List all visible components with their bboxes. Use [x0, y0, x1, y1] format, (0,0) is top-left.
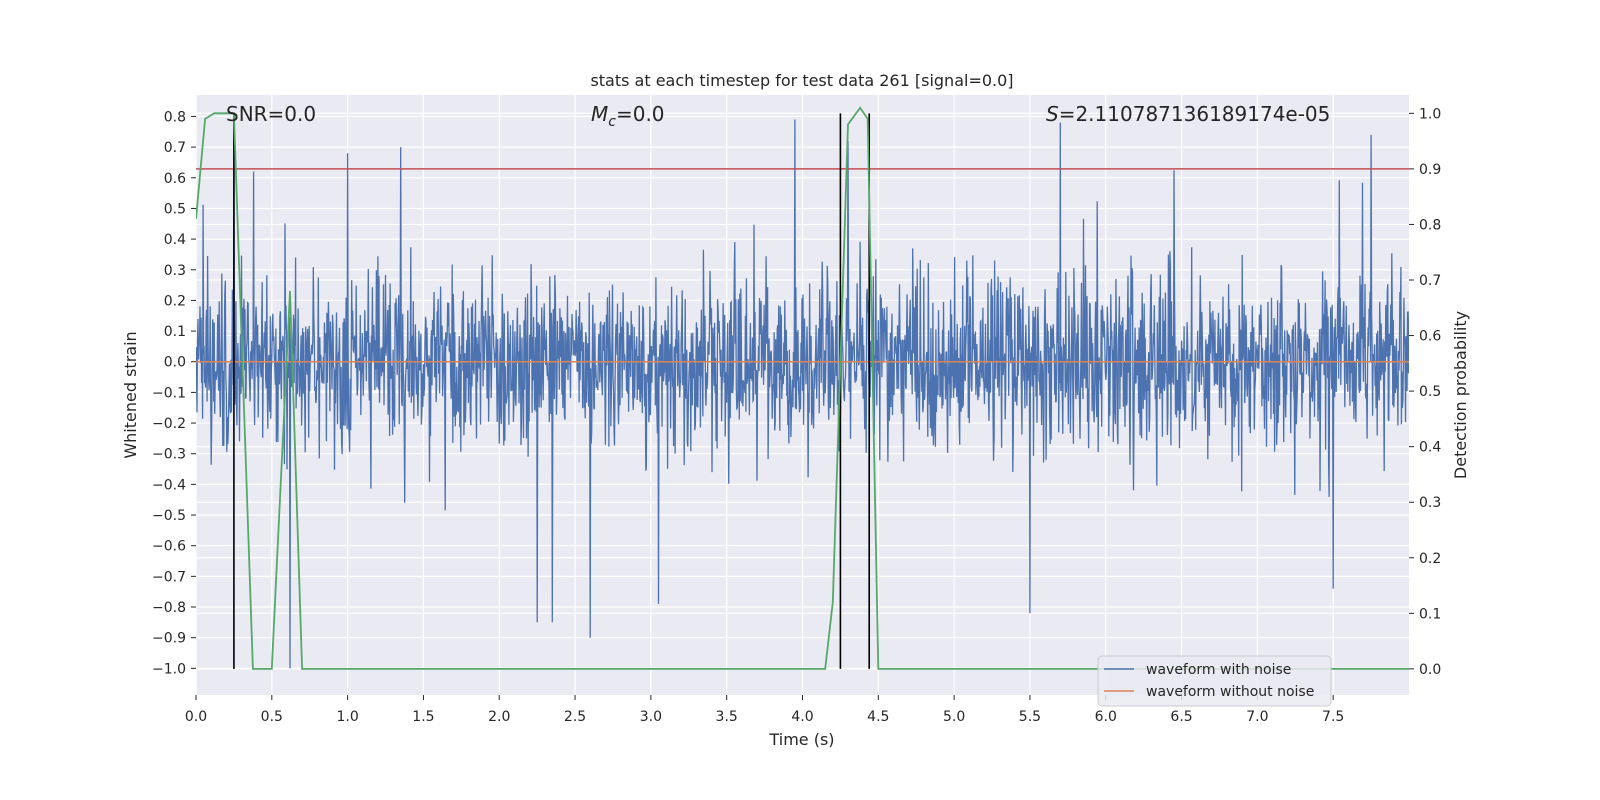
y2-tick-label: 0.3 [1419, 495, 1441, 511]
y-tick-label: −0.8 [152, 600, 186, 616]
snr-annotation: SNR=0.0 [226, 102, 316, 126]
y-tick-label: −0.6 [152, 539, 186, 555]
plot-series [196, 106, 1409, 670]
y2-tick-label: 0.6 [1419, 329, 1441, 345]
x-tick-label: 2.0 [488, 709, 510, 725]
x-tick-label: 7.5 [1322, 709, 1344, 725]
y-tick-label: −0.1 [152, 385, 186, 401]
axes: 0.0 0.5 1.0 1.5 2.0 2.5 3.0 3.5 4.0 4.5 5.0 5.5 6.0 6… [152, 106, 1441, 725]
y2-tick-label: 0.5 [1419, 384, 1441, 400]
x-tick-label: 6.0 [1095, 709, 1117, 725]
x-tick-label: 6.5 [1170, 709, 1192, 725]
y2-tick-label: 0.1 [1419, 606, 1441, 622]
chirp-mass-value: =0.0 [616, 102, 665, 126]
score-symbol: S [1046, 102, 1059, 126]
legend: waveform with noise waveform without noi… [1097, 655, 1332, 707]
series-detection-probability [196, 106, 1409, 670]
x-tick-label: 5.5 [1019, 709, 1041, 725]
chart-title: stats at each timestep for test data 261… [590, 71, 1013, 90]
legend-box [1097, 655, 1332, 707]
y2-tick-label: 0.0 [1419, 662, 1441, 678]
x-tick-label: 3.5 [716, 709, 738, 725]
x-tick-label: 7.0 [1246, 709, 1268, 725]
y2-tick-label: 0.8 [1419, 217, 1441, 233]
y-tick-label: −1.0 [152, 661, 186, 677]
chirp-mass-annotation: Mc=0.0 [591, 102, 665, 130]
y2-tick-label: 0.9 [1419, 162, 1441, 178]
y2-tick-label: 0.4 [1419, 440, 1441, 456]
y-tick-label: −0.2 [152, 416, 186, 432]
legend-label-with-noise: waveform with noise [1146, 662, 1291, 678]
y2-axis-label: Detection probability [1451, 311, 1470, 479]
y-tick-label: 0.7 [164, 140, 186, 156]
y-tick-label: −0.4 [152, 477, 186, 493]
x-tick-label: 4.5 [867, 709, 889, 725]
y-axis-label: Whitened strain [121, 331, 140, 458]
x-tick-label: 5.0 [943, 709, 965, 725]
x-tick-label: 3.0 [640, 709, 662, 725]
y-tick-label: −0.3 [152, 447, 186, 463]
x-axis-label: Time (s) [768, 730, 834, 749]
x-tick-label: 1.5 [412, 709, 434, 725]
y-tick-label: 0.1 [164, 324, 186, 340]
chirp-mass-symbol: M [591, 102, 608, 126]
y-tick-label: −0.7 [152, 569, 186, 585]
y-tick-label: 0.3 [164, 263, 186, 279]
score-value: =2.110787136189174e-05 [1059, 102, 1331, 126]
y-tick-label: 0.6 [164, 171, 186, 187]
y-tick-label: −0.9 [152, 631, 186, 647]
x-tick-label: 0.5 [261, 709, 283, 725]
chirp-mass-subscript: c [608, 114, 616, 130]
legend-label-without-noise: waveform without noise [1146, 684, 1314, 700]
series-waveform-with-noise [196, 119, 1409, 669]
y-tick-label: 0.0 [164, 355, 186, 371]
y2-tick-label: 0.2 [1419, 551, 1441, 567]
x-tick-label: 1.0 [336, 709, 358, 725]
y-tick-label: 0.8 [164, 109, 186, 125]
y-tick-label: 0.5 [164, 201, 186, 217]
y2-tick-label: 1.0 [1419, 106, 1441, 122]
score-annotation: S=2.110787136189174e-05 [1046, 102, 1330, 126]
x-tick-label: 0.0 [185, 709, 207, 725]
x-tick-label: 2.5 [564, 709, 586, 725]
y-tick-label: −0.5 [152, 508, 186, 524]
y2-tick-label: 0.7 [1419, 273, 1441, 289]
x-tick-label: 4.0 [791, 709, 813, 725]
y-tick-label: 0.4 [164, 232, 186, 248]
y-tick-label: 0.2 [164, 293, 186, 309]
